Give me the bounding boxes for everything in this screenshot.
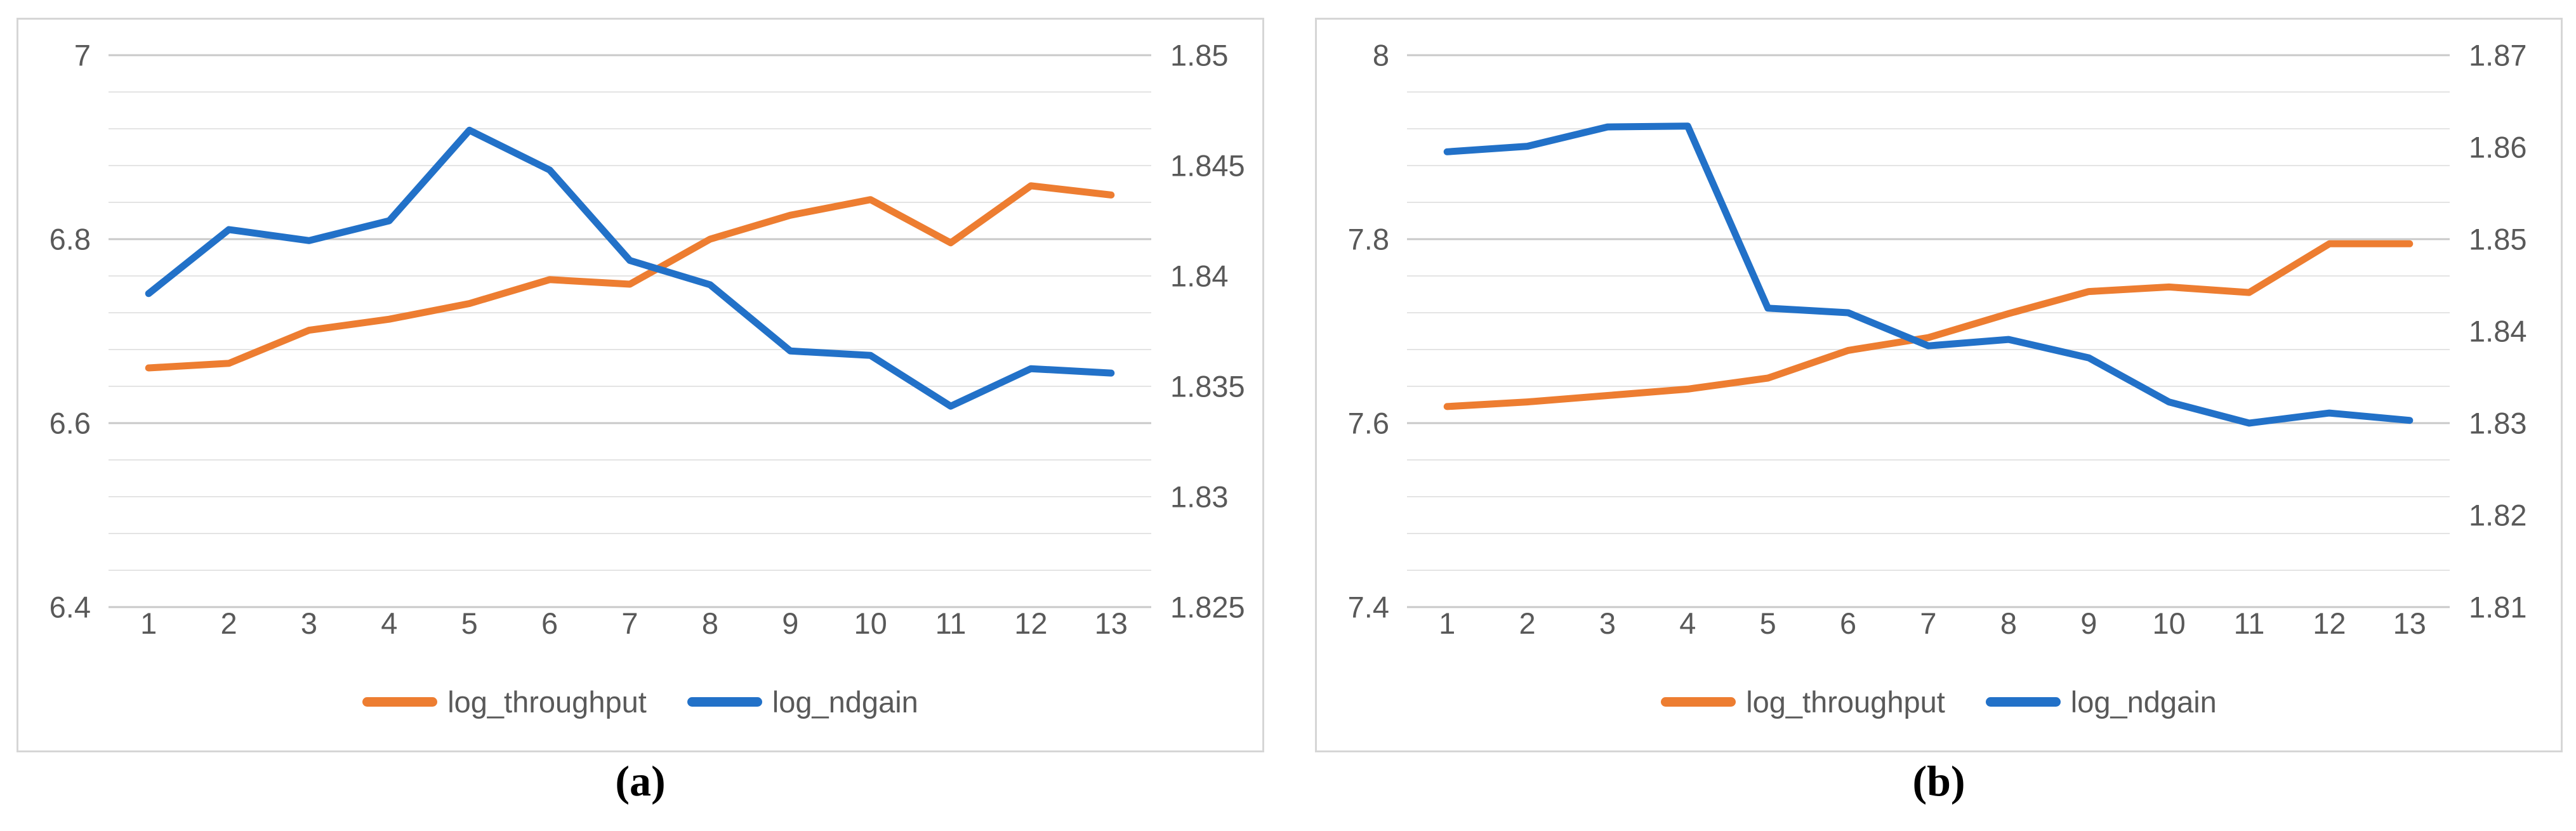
- x-axis-tick-label: 7: [621, 606, 638, 640]
- left-axis-tick-label: 7.8: [1348, 222, 1389, 256]
- x-axis-tick-label: 3: [301, 606, 317, 640]
- right-axis-tick-label: 1.845: [1170, 148, 1245, 182]
- left-axis-tick-label: 8: [1373, 38, 1389, 72]
- x-axis-tick-label: 5: [1760, 606, 1776, 640]
- legend-label: log_throughput: [1746, 685, 1945, 719]
- left-axis-tick-label: 7: [74, 38, 91, 72]
- right-axis-tick-label: 1.85: [2469, 222, 2526, 256]
- right-axis-tick-label: 1.835: [1170, 369, 1245, 403]
- x-axis-tick-label: 13: [1095, 606, 1128, 640]
- log_throughput-line: [145, 182, 1115, 372]
- x-axis-tick-label: 12: [1014, 606, 1047, 640]
- x-axis-tick-label: 10: [854, 606, 887, 640]
- log-throughput-swatch-icon: [1661, 697, 1736, 707]
- right-axis-tick-label: 1.81: [2469, 590, 2526, 624]
- legend-item-log-ndgain: log_ndgain: [687, 684, 918, 719]
- right-axis-tick-label: 1.85: [1170, 38, 1228, 72]
- legend-item-log-throughput: log_throughput: [1661, 684, 1945, 719]
- x-axis-tick-label: 4: [381, 606, 397, 640]
- right-axis-tick-label: 1.825: [1170, 590, 1245, 624]
- x-axis-tick-label: 11: [2234, 606, 2265, 640]
- caption-a: (a): [615, 757, 666, 805]
- x-axis-tick-label: 8: [702, 606, 718, 640]
- x-axis-tick-label: 1: [140, 606, 157, 640]
- x-axis-tick-label: 8: [2000, 606, 2017, 640]
- x-axis-tick-label: 6: [1840, 606, 1856, 640]
- log-ndgain-swatch-icon: [1985, 697, 2061, 707]
- right-axis-tick-label: 1.84: [1170, 259, 1228, 292]
- right-axis-tick-label: 1.86: [2469, 130, 2526, 164]
- log_throughput-line: [1443, 240, 2414, 410]
- right-axis-tick-label: 1.84: [2469, 314, 2526, 348]
- x-axis-tick-label: 12: [2313, 606, 2346, 640]
- log_ndgain-line: [1443, 122, 2414, 427]
- x-axis-tick-label: 11: [935, 606, 967, 640]
- x-axis-tick-label: 10: [2153, 606, 2186, 640]
- legend-label: log_ndgain: [2070, 685, 2217, 719]
- chart-b-plot-area: 87.87.67.41.871.861.851.841.831.821.811 2…: [1348, 38, 2527, 640]
- chart-b-legend: log_throughput log_ndgain: [1317, 684, 2561, 719]
- right-axis-tick-label: 1.87: [2469, 38, 2526, 72]
- left-axis-tick-label: 7.4: [1348, 590, 1389, 624]
- left-axis-tick-label: 6.6: [50, 406, 91, 440]
- right-axis-tick-label: 1.83: [1170, 480, 1228, 513]
- x-axis-tick-label: 7: [1920, 606, 1936, 640]
- legend-item-log-ndgain: log_ndgain: [1985, 684, 2217, 719]
- legend-label: log_ndgain: [772, 685, 918, 719]
- x-axis-tick-label: 2: [221, 606, 237, 640]
- left-axis-tick-label: 6.8: [50, 222, 91, 256]
- x-axis-tick-label: 5: [461, 606, 478, 640]
- chart-a-box: 7 6.8 6.6 6.4 1.85 1.845 1.84 1.835 1.83 1.825 1 2 3…: [17, 18, 1264, 752]
- log_ndgain-line: [145, 126, 1115, 410]
- x-axis-tick-label: 9: [782, 606, 798, 640]
- right-axis-tick-label: 1.82: [2469, 498, 2526, 532]
- legend-label: log_throughput: [447, 685, 647, 719]
- legend-item-log-throughput: log_throughput: [362, 684, 647, 719]
- x-axis-tick-label: 9: [2080, 606, 2097, 640]
- left-axis-tick-label: 6.4: [50, 590, 91, 624]
- x-axis-tick-label: 3: [1599, 606, 1616, 640]
- log-throughput-swatch-icon: [362, 697, 438, 707]
- caption-b: (b): [1912, 757, 1965, 805]
- chart-a-legend: log_throughput log_ndgain: [18, 684, 1262, 719]
- x-axis-tick-label: 6: [541, 606, 558, 640]
- right-axis-tick-label: 1.83: [2469, 406, 2526, 440]
- log-ndgain-swatch-icon: [687, 697, 762, 707]
- x-axis-tick-label: 13: [2393, 606, 2426, 640]
- x-axis-tick-label: 4: [1679, 606, 1696, 640]
- left-axis-tick-label: 7.6: [1348, 406, 1389, 440]
- x-axis-tick-label: 1: [1439, 606, 1455, 640]
- chart-b-box: 8 7.8 7.6 7.4 1.87 1.86 1.85 1.84 1.83 1.82 1.81 1 2…: [1315, 18, 2563, 752]
- x-axis-tick-label: 2: [1519, 606, 1536, 640]
